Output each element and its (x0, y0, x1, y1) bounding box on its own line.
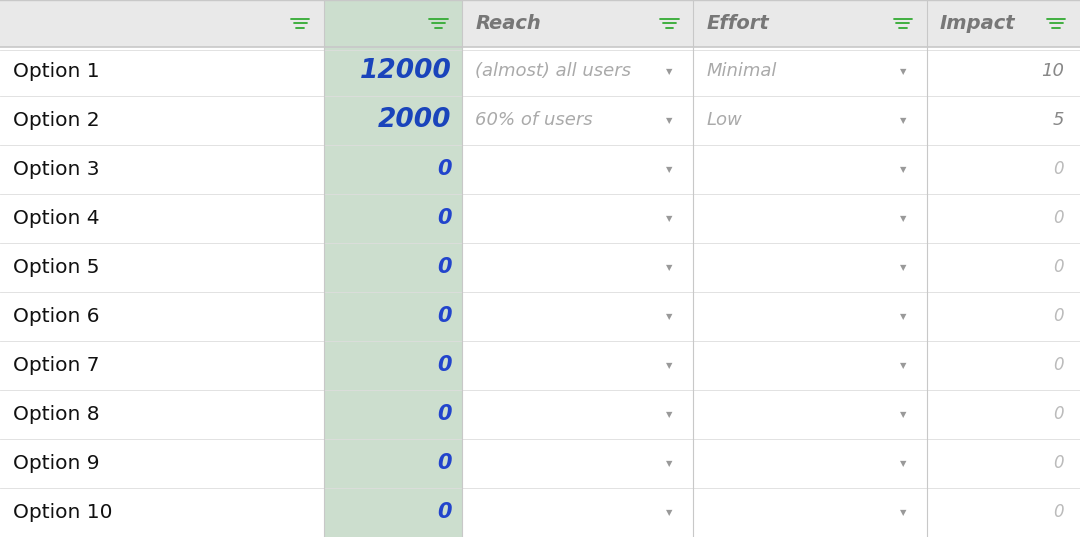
Bar (462, 47, 693, 537)
Text: 0: 0 (437, 208, 451, 228)
Text: ▼: ▼ (900, 214, 906, 223)
Text: Option 8: Option 8 (13, 405, 99, 424)
Bar (324, 0, 462, 537)
Text: 0: 0 (437, 306, 451, 326)
Text: 0: 0 (1053, 454, 1064, 472)
Text: 0: 0 (1053, 209, 1064, 227)
Bar (693, 47, 927, 537)
Text: Option 6: Option 6 (13, 307, 99, 326)
Text: ▼: ▼ (666, 312, 673, 321)
Text: ▼: ▼ (900, 410, 906, 419)
Text: Option 4: Option 4 (13, 209, 99, 228)
Text: Low: Low (706, 112, 742, 129)
Text: 0: 0 (1053, 307, 1064, 325)
Text: ▼: ▼ (666, 67, 673, 76)
Text: ▼: ▼ (900, 67, 906, 76)
Text: ▼: ▼ (666, 214, 673, 223)
Bar (0, 47, 324, 537)
Bar (927, 47, 1080, 537)
Text: 5: 5 (1052, 112, 1064, 129)
Text: Reach: Reach (475, 14, 541, 33)
Text: 0: 0 (1053, 258, 1064, 277)
Text: Impact: Impact (940, 14, 1015, 33)
Text: 0: 0 (1053, 405, 1064, 423)
Text: ▼: ▼ (666, 508, 673, 517)
Text: Effort: Effort (706, 14, 769, 33)
Text: Option 7: Option 7 (13, 356, 99, 375)
Text: 0: 0 (437, 257, 451, 278)
Text: 0: 0 (1053, 161, 1064, 178)
Text: Option 9: Option 9 (13, 454, 99, 473)
Text: 60% of users: 60% of users (475, 112, 593, 129)
Text: ▼: ▼ (900, 459, 906, 468)
Text: Option 2: Option 2 (13, 111, 99, 130)
Text: Minimal: Minimal (706, 62, 777, 81)
Text: 0: 0 (1053, 357, 1064, 374)
Text: ▼: ▼ (666, 165, 673, 174)
Text: ▼: ▼ (900, 361, 906, 370)
Text: 0: 0 (437, 404, 451, 424)
Text: ▼: ▼ (666, 263, 673, 272)
Text: ▼: ▼ (900, 165, 906, 174)
Text: ▼: ▼ (900, 263, 906, 272)
Text: ▼: ▼ (666, 410, 673, 419)
Text: ▼: ▼ (900, 312, 906, 321)
Text: 0: 0 (437, 159, 451, 179)
Text: (almost) all users: (almost) all users (475, 62, 631, 81)
Text: ▼: ▼ (666, 361, 673, 370)
Text: 0: 0 (437, 355, 451, 375)
Text: ▼: ▼ (666, 116, 673, 125)
Text: 0: 0 (437, 453, 451, 473)
Text: 2000: 2000 (378, 107, 451, 134)
Text: 12000: 12000 (360, 59, 451, 84)
Text: Option 3: Option 3 (13, 160, 99, 179)
Text: Option 1: Option 1 (13, 62, 99, 81)
Text: ▼: ▼ (666, 459, 673, 468)
Text: Option 10: Option 10 (13, 503, 112, 522)
Text: 0: 0 (1053, 503, 1064, 521)
Text: ▼: ▼ (900, 116, 906, 125)
Bar (0, 0, 1080, 47)
Text: Option 5: Option 5 (13, 258, 99, 277)
Text: 10: 10 (1041, 62, 1064, 81)
Text: 0: 0 (437, 502, 451, 523)
Text: ▼: ▼ (900, 508, 906, 517)
